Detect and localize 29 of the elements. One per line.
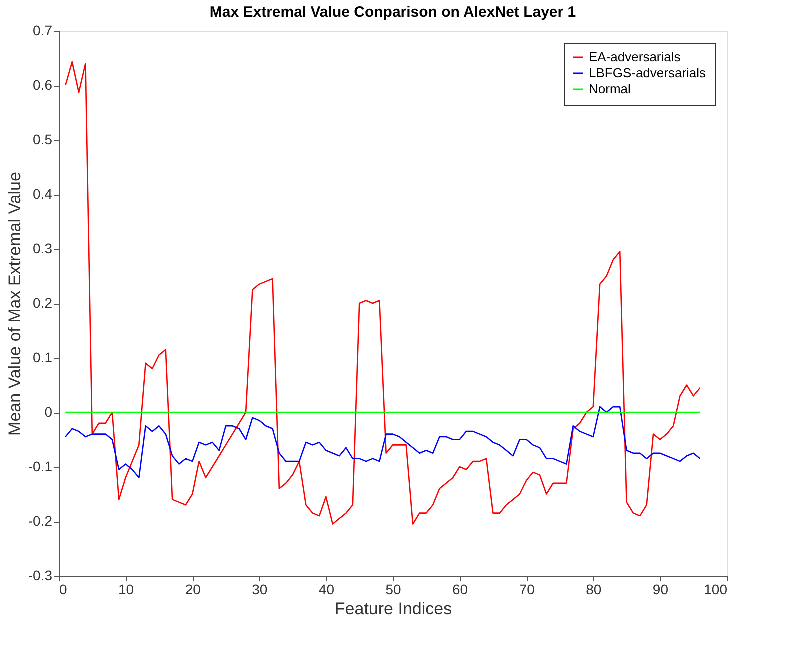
x-tick-label: 40: [318, 582, 335, 598]
legend-label: EA-adversarials: [589, 50, 682, 64]
x-tick-label: 100: [704, 582, 728, 598]
y-tick-label: 0.4: [33, 186, 53, 202]
line-series: [65, 406, 701, 479]
x-tick-label: 80: [586, 582, 602, 598]
y-tick-label: 0.1: [33, 350, 53, 366]
x-tick-label: 50: [386, 582, 402, 598]
x-tick-label: 10: [118, 582, 134, 598]
y-tick-label: 0.6: [33, 77, 53, 93]
legend-label: Normal: [589, 82, 632, 96]
x-tick-label: 60: [452, 582, 468, 598]
x-axis-title: Feature Indices: [334, 600, 452, 618]
y-tick-label: -0.1: [28, 458, 53, 474]
x-tick-label: 90: [652, 582, 669, 598]
y-tick-label: 0.3: [33, 240, 53, 256]
y-tick-label: 0.2: [33, 295, 53, 311]
x-tick-label: 20: [185, 582, 202, 598]
x-tick-label: 30: [252, 582, 268, 598]
x-tick-label: 70: [519, 582, 536, 598]
y-tick-label: -0.2: [28, 513, 53, 529]
y-tick-label: -0.3: [28, 568, 53, 584]
x-tick-label: 0: [60, 582, 68, 598]
y-axis-title: Mean Value of Max Extremal Value: [5, 172, 24, 436]
y-tick-label: 0: [44, 404, 53, 420]
y-tick-label: 0.5: [33, 132, 53, 148]
chart-title: Max Extremal Value Conparison on AlexNet Layer 1: [210, 4, 576, 21]
y-tick-label: 0.7: [33, 22, 53, 38]
legend-label: LBFGS-adversarials: [589, 66, 707, 80]
